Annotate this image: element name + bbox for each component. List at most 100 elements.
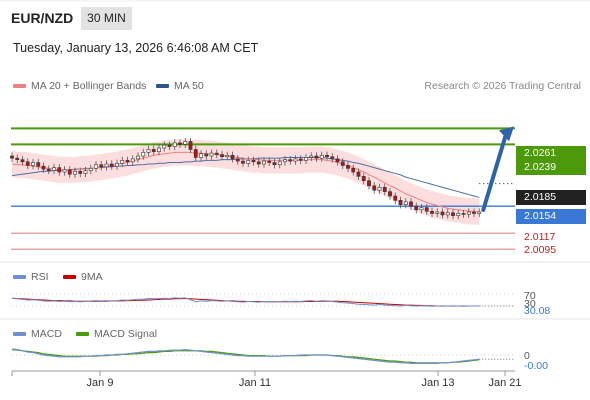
x-tick-jan9: Jan 9 <box>86 377 114 389</box>
candle-body-60 <box>325 154 329 158</box>
candle-body-15 <box>88 168 93 171</box>
macd-legend-label: MACD <box>31 328 62 340</box>
support-label-1: 2.0117 <box>524 231 556 243</box>
candle-body-64 <box>346 165 350 169</box>
rsi-ma-legend: 9MA <box>63 271 103 283</box>
rsi-tick-30: 30 <box>524 298 536 310</box>
ma20-legend-label: MA 20 + Bollinger Bands <box>31 80 147 92</box>
candle-body-88 <box>472 211 476 214</box>
candle-body-16 <box>94 164 98 169</box>
candle-body-40 <box>220 154 224 158</box>
candle-body-27 <box>151 149 156 152</box>
candle-body-56 <box>304 157 308 161</box>
candle-body-71 <box>382 186 387 192</box>
candle-body-3 <box>25 161 30 166</box>
candle-body-24 <box>136 155 140 160</box>
candle-body-83 <box>445 212 450 216</box>
candle-body-33 <box>183 141 188 145</box>
candle-body-61 <box>330 156 335 160</box>
candle-body-53 <box>288 159 293 162</box>
candle-body-45 <box>246 160 251 164</box>
rsi-swatch <box>13 275 26 280</box>
candle-body-57 <box>309 155 314 158</box>
candle-body-89 <box>477 211 482 214</box>
candle-body-69 <box>372 185 377 191</box>
candle-body-87 <box>466 211 471 215</box>
candle-body-76 <box>409 201 413 207</box>
candle-body-36 <box>199 153 203 158</box>
rsi-last-value: 30.08 <box>524 305 551 317</box>
candle-body-26 <box>146 149 151 153</box>
candle-body-47 <box>256 161 261 165</box>
ma50-swatch <box>156 84 169 89</box>
candle-body-54 <box>293 158 298 162</box>
candle-body-48 <box>262 160 266 165</box>
candle-body-51 <box>277 161 282 166</box>
timeframe-button[interactable]: 30 MIN <box>81 7 132 30</box>
candle-body-1 <box>15 157 20 160</box>
candle-body-9 <box>57 167 62 173</box>
candle-body-42 <box>230 154 235 160</box>
candle-body-86 <box>461 213 466 215</box>
target-label-low: 2.0239 <box>516 160 586 175</box>
candle-body-4 <box>31 162 35 166</box>
target-label-high: 2.0261 <box>516 146 586 161</box>
macd-line <box>11 348 480 364</box>
candle-body-41 <box>225 154 230 158</box>
candle-body-31 <box>172 142 177 147</box>
symbol-label: EUR/NZD <box>11 10 74 26</box>
x-tick-jan11: Jan 11 <box>238 377 272 389</box>
rsi-ma-legend-label: 9MA <box>81 271 103 283</box>
candle-body-18 <box>104 163 109 168</box>
rsi-tick-70: 70 <box>524 290 536 302</box>
ma20-legend: MA 20 + Bollinger Bands <box>13 80 146 92</box>
candle-body-29 <box>162 144 167 149</box>
candle-body-68 <box>367 180 371 187</box>
current-price-label: 2.0185 <box>516 190 586 205</box>
candle-body-0 <box>10 155 14 159</box>
macd-signal-swatch <box>76 332 89 337</box>
forecast-arrow-shaft <box>481 132 508 212</box>
candle-body-43 <box>235 158 240 162</box>
candle-body-10 <box>62 169 67 173</box>
x-tick-jan13: Jan 13 <box>421 377 455 389</box>
candle-body-7 <box>46 168 51 171</box>
candle-body-12 <box>73 170 77 175</box>
candle-body-85 <box>456 213 461 216</box>
candle-body-34 <box>188 141 193 150</box>
candle-body-28 <box>157 147 161 152</box>
candle-body-74 <box>398 200 403 206</box>
candle-body-21 <box>120 160 125 164</box>
credit-label: Research © 2026 Trading Central <box>424 80 581 92</box>
candle-body-22 <box>125 160 130 163</box>
candle-body-81 <box>435 211 440 214</box>
ma50-legend-label: MA 50 <box>174 80 204 92</box>
candle-body-23 <box>130 158 135 163</box>
macd-zero-label: 0 <box>524 350 530 362</box>
candle-body-11 <box>67 169 72 175</box>
forecast-arrow-head <box>499 126 514 142</box>
candle-body-84 <box>451 212 455 216</box>
macd-signal-legend: MACD Signal <box>76 328 157 340</box>
candle-body-75 <box>403 201 408 206</box>
support-label-2: 2.0095 <box>524 244 557 256</box>
candle-body-67 <box>361 176 366 182</box>
macd-last-value: -0.00 <box>524 360 548 372</box>
candle-body-80 <box>430 210 434 214</box>
candle-body-49 <box>267 160 272 163</box>
candle-body-52 <box>283 159 287 163</box>
timestamp: Tuesday, January 13, 2026 6:46:08 AM CET <box>13 41 259 55</box>
candle-body-13 <box>78 170 83 174</box>
macd-legend: MACD <box>13 328 62 340</box>
rsi-legend: RSI <box>13 271 49 283</box>
macd-signal-legend-label: MACD Signal <box>94 328 158 340</box>
candle-body-62 <box>335 158 340 163</box>
candle-body-38 <box>209 152 214 157</box>
candle-body-35 <box>193 149 198 158</box>
candle-body-19 <box>109 163 114 167</box>
candle-body-78 <box>419 207 424 211</box>
candle-body-46 <box>251 160 256 163</box>
chart-header: EUR/NZD 30 MIN <box>0 0 590 36</box>
ma50-legend: MA 50 <box>156 80 204 92</box>
